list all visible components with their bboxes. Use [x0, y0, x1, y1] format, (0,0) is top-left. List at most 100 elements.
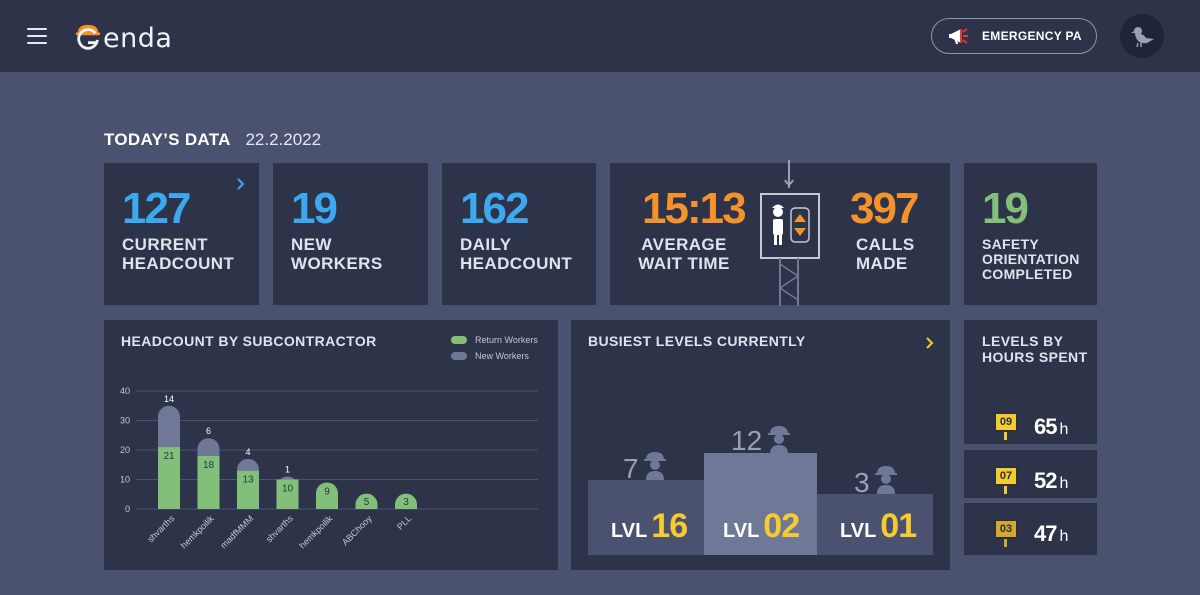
bar-new-workers — [237, 458, 259, 471]
chevron-right-icon[interactable] — [925, 336, 935, 350]
wait-time-label: AVERAGE WAIT TIME — [638, 235, 730, 273]
lvl16-prefix: LVL — [611, 520, 648, 542]
x-tick-label: madfMMM — [218, 513, 255, 550]
hours-row: 07 52 h — [964, 450, 1097, 498]
worker-icon — [768, 426, 790, 454]
sign-pole — [1004, 539, 1007, 547]
level-sign-icon: 09 — [994, 412, 1018, 432]
data-label-new: 6 — [206, 426, 211, 436]
data-label-return: 9 — [324, 486, 330, 497]
worker-icon — [644, 452, 666, 480]
x-tick-label: hemkpoilik — [179, 513, 216, 550]
lvl01-prefix: LVL — [840, 520, 877, 542]
bar-return-workers — [197, 455, 220, 509]
megaphone-icon — [949, 28, 968, 44]
wait-time-label-line2: WAIT TIME — [638, 254, 730, 273]
top-bar: enda EMERGENCY PA — [0, 0, 1200, 72]
new-workers-value: 19 — [291, 184, 338, 233]
avatar[interactable] — [1120, 14, 1164, 58]
levels-by-hours-title-line1: LEVELS BY — [982, 333, 1064, 349]
pigeon-icon — [1131, 27, 1154, 47]
logo[interactable]: enda — [74, 20, 172, 56]
new-workers-label: NEW WORKERS — [291, 235, 383, 273]
logo-text: enda — [103, 22, 173, 54]
todays-data-header: TODAY’S DATA 22.2.2022 — [104, 130, 321, 150]
hours-value: 52 h — [1034, 468, 1068, 494]
daily-headcount-label-line2: HEADCOUNT — [460, 254, 573, 273]
busiest-levels-card: BUSIEST LEVELS CURRENTLY 7 12 3 LVL 16 L… — [571, 320, 950, 570]
podium-block-lvl16 — [588, 480, 704, 555]
hours-number: 52 — [1034, 468, 1058, 493]
busiest-levels-title: BUSIEST LEVELS CURRENTLY — [588, 333, 806, 349]
emergency-pa-label: EMERGENCY PA — [982, 29, 1082, 43]
data-label-return: 21 — [163, 451, 175, 462]
hours-unit: h — [1059, 475, 1069, 492]
emergency-pa-button[interactable]: EMERGENCY PA — [931, 18, 1097, 54]
worker-icon — [875, 466, 897, 494]
new-workers-card: 19 NEW WORKERS — [273, 163, 428, 305]
lvl02-prefix: LVL — [723, 520, 760, 542]
data-label-new: 1 — [285, 465, 290, 475]
level-sign-icon: 07 — [994, 466, 1018, 486]
lvl16-count: 7 — [623, 453, 639, 484]
lvl16-label: LVL 16 — [611, 507, 688, 546]
hours-number: 47 — [1034, 521, 1058, 546]
podium-block-lvl02 — [704, 453, 817, 555]
x-tick-label: hemkpoilik — [297, 513, 334, 550]
data-label-return: 5 — [364, 497, 370, 508]
bar-return-workers — [316, 482, 338, 509]
current-headcount-label-line1: CURRENT — [122, 235, 208, 254]
bar-return-workers — [237, 470, 259, 509]
daily-headcount-value: 162 — [460, 184, 529, 233]
elevator-stats-card: 15:13 AVERAGE WAIT TIME 397 CALLS MADE — [610, 160, 950, 306]
current-headcount-label: CURRENT HEADCOUNT — [122, 235, 234, 273]
lvl01-number: 01 — [880, 507, 917, 545]
wait-time-value: 15:13 — [642, 184, 747, 233]
chart-legend: Return Workers New Workers — [451, 332, 538, 364]
data-label-new: 4 — [245, 447, 250, 457]
new-workers-label-line1: NEW — [291, 235, 332, 254]
safety-orientation-label: SAFETY ORIENTATION COMPLETED — [982, 237, 1080, 282]
calls-made-label-line2: MADE — [856, 254, 908, 273]
safety-label-line2: ORIENTATION — [982, 251, 1080, 267]
levels-by-hours-title-line2: HOURS SPENT — [982, 349, 1088, 365]
safety-label-line3: COMPLETED — [982, 266, 1073, 282]
daily-headcount-label: DAILY HEADCOUNT — [460, 235, 572, 273]
y-tick-label: 0 — [125, 504, 130, 514]
safety-orientation-card: 19 SAFETY ORIENTATION COMPLETED — [964, 163, 1097, 305]
levels-by-hours-title: LEVELS BY HOURS SPENT — [982, 333, 1088, 365]
hardhat-logo-icon — [75, 24, 101, 50]
hamburger-menu-icon[interactable] — [27, 28, 47, 46]
lvl01-label: LVL 01 — [840, 507, 917, 546]
bar-new-workers — [158, 405, 180, 448]
lvl02-count: 12 — [731, 425, 763, 456]
hours-unit: h — [1059, 421, 1069, 438]
todays-data-date: 22.2.2022 — [245, 130, 322, 149]
data-label-return: 3 — [403, 497, 409, 508]
current-headcount-value: 127 — [122, 184, 191, 233]
current-headcount-card[interactable]: 127 CURRENT HEADCOUNT — [104, 163, 259, 305]
y-tick-label: 40 — [120, 386, 130, 396]
headcount-bar-chart: 0102030401421shvarths618hemkpoilik413mad… — [120, 386, 538, 550]
lvl02-label: LVL 02 — [723, 507, 800, 546]
y-tick-label: 20 — [120, 445, 130, 455]
x-tick-label: shvarths — [264, 513, 295, 544]
levels-by-hours-card: LEVELS BY HOURS SPENT — [964, 320, 1097, 444]
todays-data-title: TODAY’S DATA — [104, 130, 231, 149]
new-workers-label-line2: WORKERS — [291, 254, 383, 273]
legend-new-label: New Workers — [475, 351, 529, 361]
elevator-icon — [760, 160, 820, 306]
hours-row: 09 65 h — [964, 396, 1097, 444]
sign-pole — [1004, 486, 1007, 494]
current-headcount-label-line2: HEADCOUNT — [122, 254, 235, 273]
chevron-right-icon[interactable] — [236, 177, 246, 191]
calls-made-label-line1: CALLS — [856, 235, 915, 254]
x-tick-label: PLL — [395, 513, 413, 531]
hours-value: 47 h — [1034, 521, 1068, 547]
bar-return-workers — [276, 479, 299, 509]
calls-made-label: CALLS MADE — [856, 235, 915, 273]
x-tick-label: ABChooy — [340, 513, 374, 547]
daily-headcount-card: 162 DAILY HEADCOUNT — [442, 163, 596, 305]
data-label-new: 14 — [164, 394, 174, 404]
data-label-return: 10 — [282, 484, 294, 495]
